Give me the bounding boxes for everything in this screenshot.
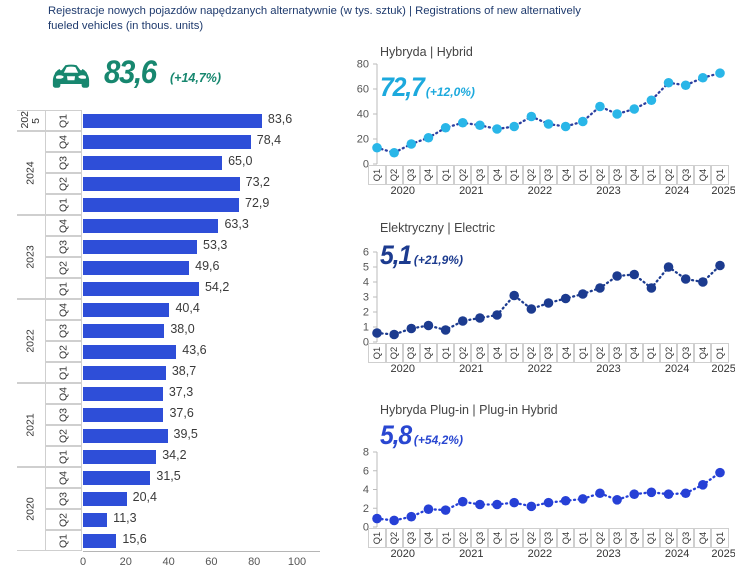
svg-text:6: 6 (363, 465, 369, 477)
svg-text:2: 2 (363, 503, 369, 515)
svg-text:8: 8 (363, 447, 369, 459)
svg-text:Hybryda Plug-in | Plug-in Hybr: Hybryda Plug-in | Plug-in Hybrid (380, 403, 558, 417)
svg-text:4: 4 (363, 484, 369, 496)
